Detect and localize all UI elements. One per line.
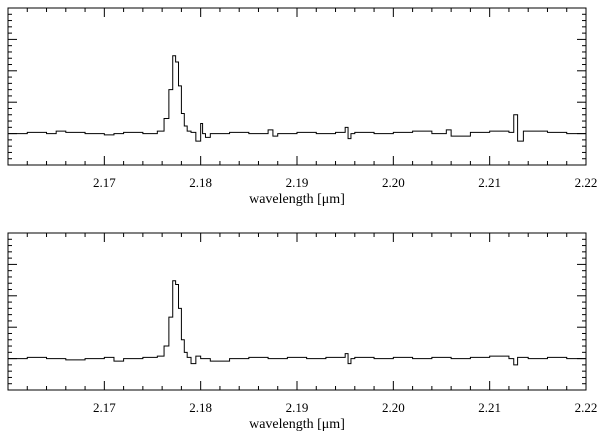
x-tick-label: 2.22 [575,175,598,190]
spectrum-line [8,280,586,366]
spectrum-panel-bottom: 2.17 2.18 2.19 2.20 2.21 2.22 wavelength [μm] [7,232,598,432]
x-tick-label: 2.19 [286,400,309,415]
x-tick-label: 2.22 [575,400,598,415]
x-tick-label: 2.18 [189,400,212,415]
spectrum-line [8,55,586,142]
x-tick-label: 2.18 [189,175,212,190]
x-tick-label: 2.19 [286,175,309,190]
x-tick-label: 2.17 [93,400,116,415]
x-axis-label: wavelength [μm] [249,192,345,207]
spectrum-panel-top: 2.17 2.18 2.19 2.20 2.21 2.22 wavelength [μm] [7,7,598,207]
x-tick-label: 2.20 [382,400,405,415]
x-axis-label: wavelength [μm] [249,417,345,432]
plot-frame [7,232,587,391]
x-tick-label: 2.21 [478,400,501,415]
x-tick-label: 2.21 [478,175,501,190]
plot-frame [7,7,587,166]
x-tick-label: 2.17 [93,175,116,190]
x-tick-label: 2.20 [382,175,405,190]
